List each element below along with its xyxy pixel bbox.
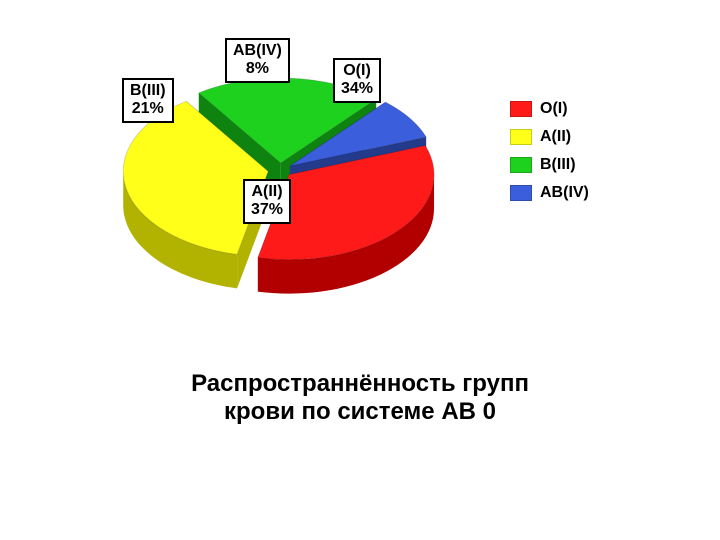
legend-label-o1: O(I): [540, 100, 568, 118]
pie-svg: [0, 0, 720, 340]
callout-a2: A(II) 37%: [243, 179, 291, 224]
callout-a2-line2: 37%: [251, 201, 283, 219]
legend-swatch-o1: [510, 101, 532, 117]
callout-b3-line2: 21%: [130, 100, 166, 118]
chart-caption: Распространнённость групп крови по систе…: [170, 370, 550, 426]
chart-caption-line2: крови по системе АВ 0: [170, 398, 550, 426]
callout-b3: B(III) 21%: [122, 78, 174, 123]
pie-chart: [0, 0, 720, 345]
callout-a2-line1: A(II): [251, 183, 283, 201]
legend-label-ab4: AB(IV): [540, 184, 589, 202]
legend-row-a2: A(II): [510, 128, 589, 146]
callout-ab4-line2: 8%: [233, 60, 282, 78]
legend-row-b3: B(III): [510, 156, 589, 174]
legend-row-ab4: AB(IV): [510, 184, 589, 202]
legend-swatch-ab4: [510, 185, 532, 201]
callout-b3-line1: B(III): [130, 82, 166, 100]
callout-o1-line1: O(I): [341, 62, 373, 80]
legend-label-b3: B(III): [540, 156, 576, 174]
legend: O(I) A(II) B(III) AB(IV): [510, 100, 589, 202]
legend-swatch-a2: [510, 129, 532, 145]
callout-ab4: AB(IV) 8%: [225, 38, 290, 83]
chart-stage: O(I) 34% A(II) 37% B(III) 21% AB(IV) 8% …: [0, 0, 720, 540]
legend-swatch-b3: [510, 157, 532, 173]
callout-o1: O(I) 34%: [333, 58, 381, 103]
legend-row-o1: O(I): [510, 100, 589, 118]
legend-label-a2: A(II): [540, 128, 571, 146]
chart-caption-line1: Распространнённость групп: [170, 370, 550, 398]
callout-o1-line2: 34%: [341, 80, 373, 98]
callout-ab4-line1: AB(IV): [233, 42, 282, 60]
